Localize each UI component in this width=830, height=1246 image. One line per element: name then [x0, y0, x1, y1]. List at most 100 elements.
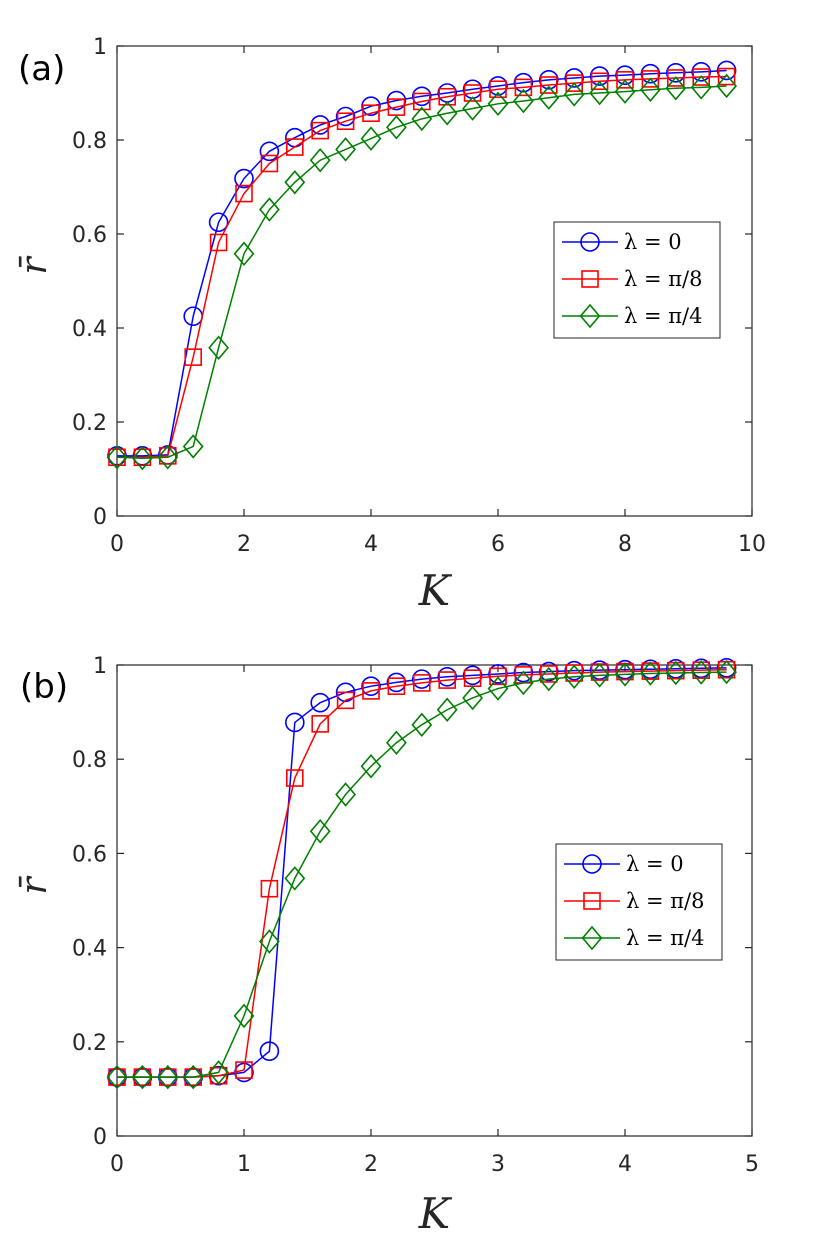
data-point — [412, 674, 431, 692]
data-point — [362, 682, 380, 700]
legend-label: λ = π/4 — [624, 304, 703, 328]
data-point — [563, 82, 585, 107]
data-point — [335, 137, 356, 162]
data-point — [234, 168, 254, 189]
data-point — [717, 67, 736, 86]
data-point — [614, 662, 636, 687]
data-point — [690, 75, 712, 100]
legend-label: λ = π/4 — [626, 926, 705, 950]
data-point — [361, 96, 381, 116]
legend-marker — [581, 270, 599, 288]
series-line — [116, 85, 727, 459]
y-tick-label: 0.2 — [72, 411, 107, 436]
data-point — [233, 1003, 255, 1029]
legend-marker — [579, 303, 601, 329]
x-tick-label: 5 — [745, 1152, 759, 1177]
data-point — [208, 212, 229, 233]
x-axis-title: K — [418, 566, 453, 615]
data-point — [309, 147, 331, 173]
data-point — [157, 1064, 179, 1090]
data-point — [132, 1064, 153, 1090]
data-point — [438, 87, 457, 106]
y-tick-label: 0.4 — [72, 937, 107, 962]
data-point — [285, 138, 304, 156]
data-point — [260, 154, 279, 173]
data-point — [488, 76, 508, 96]
data-point — [336, 691, 355, 710]
data-point — [411, 712, 433, 738]
data-point — [615, 65, 635, 85]
series-2 — [106, 659, 737, 1090]
data-point — [538, 661, 559, 682]
data-point — [716, 659, 737, 685]
data-point — [235, 1061, 253, 1079]
data-point — [589, 663, 610, 688]
data-point — [209, 233, 228, 252]
y-tick-label: 0.8 — [72, 748, 107, 773]
data-point — [514, 78, 533, 97]
legend-label: λ = 0 — [624, 230, 682, 254]
data-point — [284, 712, 305, 733]
x-tick-label: 4 — [364, 532, 378, 557]
data-point — [436, 100, 458, 126]
data-point — [336, 112, 355, 130]
data-point — [538, 70, 559, 90]
data-point — [589, 66, 610, 86]
x-tick-label: 8 — [618, 532, 632, 557]
legend-label: λ = π/8 — [624, 267, 703, 291]
data-point — [716, 60, 737, 81]
y-tick-label: 0.2 — [72, 1031, 107, 1056]
data-point — [489, 667, 507, 686]
data-point — [539, 665, 558, 683]
data-point — [259, 197, 280, 222]
data-point — [235, 184, 253, 203]
data-point — [260, 879, 279, 898]
data-point — [309, 819, 331, 844]
data-point — [513, 72, 534, 93]
data-point — [589, 80, 610, 106]
data-point — [589, 660, 610, 680]
data-point — [716, 73, 737, 99]
x-axis-title: K — [418, 1189, 453, 1238]
x-tick-label: 4 — [618, 1152, 632, 1177]
data-point — [665, 76, 687, 101]
data-point — [157, 445, 179, 470]
x-tick-label: 2 — [364, 1152, 378, 1177]
series-0 — [107, 60, 737, 466]
data-point — [360, 754, 382, 779]
y-tick-label: 0.8 — [72, 129, 107, 154]
data-point — [208, 335, 229, 360]
data-point — [590, 72, 609, 91]
data-point — [665, 658, 686, 679]
series-line — [117, 668, 727, 1078]
data-point — [513, 88, 534, 114]
data-point — [386, 90, 407, 111]
data-point — [614, 79, 636, 104]
data-point — [362, 104, 380, 123]
y-tick-label: 1 — [93, 654, 107, 679]
data-point — [615, 659, 635, 680]
data-point — [665, 62, 686, 83]
data-point — [640, 659, 661, 680]
data-point — [616, 71, 634, 89]
y-tick-label: 0 — [93, 1125, 107, 1150]
data-point — [387, 677, 406, 695]
data-point — [411, 86, 432, 107]
data-point — [182, 1064, 204, 1090]
x-tick-label: 10 — [738, 532, 766, 557]
data-point — [666, 69, 685, 87]
y-axis-title: r̄ — [14, 876, 55, 895]
data-point — [462, 685, 483, 711]
data-point — [360, 126, 382, 151]
data-point — [437, 666, 458, 687]
x-tick-label: 0 — [110, 1152, 124, 1177]
x-tick-label: 0 — [110, 532, 124, 557]
data-point — [690, 660, 712, 685]
x-tick-label: 2 — [237, 532, 251, 557]
series-2 — [106, 73, 737, 471]
data-point — [539, 76, 558, 94]
data-point — [640, 661, 661, 686]
y-tick-label: 0 — [93, 505, 107, 530]
